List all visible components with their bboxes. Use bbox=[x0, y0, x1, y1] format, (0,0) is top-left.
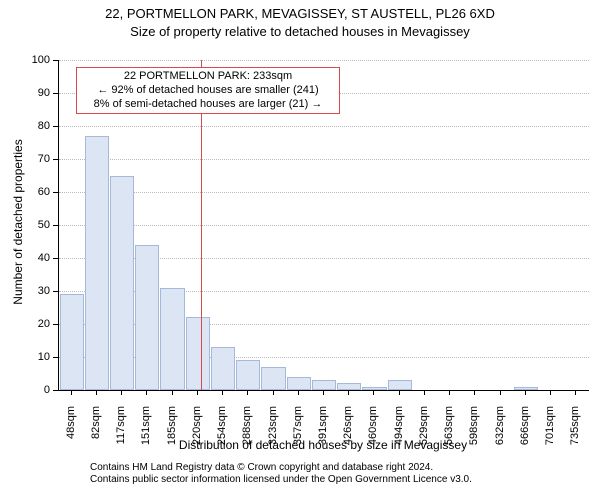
y-tick-mark bbox=[53, 159, 58, 160]
x-tick-label: 288sqm bbox=[241, 406, 253, 456]
y-tick-mark bbox=[53, 93, 58, 94]
chart-title-line2: Size of property relative to detached ho… bbox=[0, 24, 600, 39]
gridline bbox=[59, 159, 589, 160]
x-tick-label: 48sqm bbox=[65, 406, 77, 456]
annotation-line: 22 PORTMELLON PARK: 233sqm bbox=[79, 70, 337, 84]
x-tick-mark bbox=[373, 390, 374, 395]
x-tick-mark bbox=[273, 390, 274, 395]
x-tick-mark bbox=[525, 390, 526, 395]
x-tick-label: 220sqm bbox=[191, 406, 203, 456]
x-tick-label: 632sqm bbox=[494, 406, 506, 456]
footer-line: Contains public sector information licen… bbox=[90, 474, 472, 486]
histogram-bar bbox=[60, 294, 84, 390]
chart-container: { "titles": { "line1": "22, PORTMELLON P… bbox=[0, 0, 600, 500]
y-tick-label: 30 bbox=[0, 285, 50, 297]
y-tick-mark bbox=[53, 60, 58, 61]
histogram-bar bbox=[110, 176, 134, 391]
x-tick-mark bbox=[399, 390, 400, 395]
x-tick-label: 391sqm bbox=[317, 406, 329, 456]
annotation-line: 8% of semi-detached houses are larger (2… bbox=[79, 98, 337, 112]
x-tick-label: 82sqm bbox=[90, 406, 102, 456]
x-tick-label: 357sqm bbox=[292, 406, 304, 456]
x-tick-mark bbox=[424, 390, 425, 395]
histogram-bar bbox=[236, 360, 260, 390]
x-tick-mark bbox=[197, 390, 198, 395]
y-tick-label: 100 bbox=[0, 54, 50, 66]
y-tick-mark bbox=[53, 291, 58, 292]
x-tick-mark bbox=[247, 390, 248, 395]
y-tick-mark bbox=[53, 390, 58, 391]
x-tick-mark bbox=[500, 390, 501, 395]
x-tick-mark bbox=[146, 390, 147, 395]
chart-title-line1: 22, PORTMELLON PARK, MEVAGISSEY, ST AUST… bbox=[0, 6, 600, 21]
y-tick-label: 10 bbox=[0, 351, 50, 363]
x-tick-mark bbox=[121, 390, 122, 395]
y-tick-label: 0 bbox=[0, 384, 50, 396]
y-tick-label: 40 bbox=[0, 252, 50, 264]
x-tick-label: 254sqm bbox=[216, 406, 228, 456]
y-tick-mark bbox=[53, 126, 58, 127]
y-tick-label: 80 bbox=[0, 120, 50, 132]
gridline bbox=[59, 225, 589, 226]
annotation-box: 22 PORTMELLON PARK: 233sqm← 92% of detac… bbox=[76, 67, 340, 114]
x-tick-label: 323sqm bbox=[267, 406, 279, 456]
x-tick-label: 117sqm bbox=[115, 406, 127, 456]
histogram-bar bbox=[261, 367, 285, 390]
histogram-bar bbox=[514, 387, 538, 390]
footer-line: Contains HM Land Registry data © Crown c… bbox=[90, 462, 472, 474]
x-tick-mark bbox=[323, 390, 324, 395]
x-tick-label: 666sqm bbox=[519, 406, 531, 456]
histogram-bar bbox=[211, 347, 235, 390]
x-tick-label: 735sqm bbox=[569, 406, 581, 456]
histogram-bar bbox=[362, 387, 386, 390]
y-tick-label: 50 bbox=[0, 219, 50, 231]
histogram-bar bbox=[287, 377, 311, 390]
histogram-bar bbox=[160, 288, 184, 390]
y-tick-mark bbox=[53, 357, 58, 358]
x-tick-mark bbox=[575, 390, 576, 395]
y-tick-mark bbox=[53, 192, 58, 193]
footer-attribution: Contains HM Land Registry data © Crown c… bbox=[90, 462, 472, 486]
x-tick-mark bbox=[449, 390, 450, 395]
y-tick-label: 70 bbox=[0, 153, 50, 165]
y-tick-label: 60 bbox=[0, 186, 50, 198]
y-tick-label: 90 bbox=[0, 87, 50, 99]
y-tick-label: 20 bbox=[0, 318, 50, 330]
histogram-bar bbox=[85, 136, 109, 390]
histogram-bar bbox=[388, 380, 412, 390]
x-tick-label: 426sqm bbox=[342, 406, 354, 456]
x-tick-label: 151sqm bbox=[140, 406, 152, 456]
x-tick-label: 494sqm bbox=[393, 406, 405, 456]
x-tick-mark bbox=[348, 390, 349, 395]
x-tick-mark bbox=[96, 390, 97, 395]
x-tick-mark bbox=[222, 390, 223, 395]
histogram-bar bbox=[337, 383, 361, 390]
gridline bbox=[59, 60, 589, 61]
x-tick-label: 563sqm bbox=[443, 406, 455, 456]
gridline bbox=[59, 126, 589, 127]
histogram-bar bbox=[135, 245, 159, 390]
x-tick-label: 185sqm bbox=[166, 406, 178, 456]
x-tick-mark bbox=[474, 390, 475, 395]
gridline bbox=[59, 192, 589, 193]
x-tick-label: 598sqm bbox=[468, 406, 480, 456]
y-tick-mark bbox=[53, 324, 58, 325]
x-tick-mark bbox=[172, 390, 173, 395]
annotation-line: ← 92% of detached houses are smaller (24… bbox=[79, 84, 337, 98]
histogram-bar bbox=[312, 380, 336, 390]
x-tick-label: 701sqm bbox=[544, 406, 556, 456]
x-tick-mark bbox=[550, 390, 551, 395]
y-tick-mark bbox=[53, 225, 58, 226]
histogram-bar bbox=[186, 317, 210, 390]
x-tick-label: 529sqm bbox=[418, 406, 430, 456]
y-tick-mark bbox=[53, 258, 58, 259]
x-tick-label: 460sqm bbox=[367, 406, 379, 456]
x-tick-mark bbox=[298, 390, 299, 395]
x-tick-mark bbox=[71, 390, 72, 395]
